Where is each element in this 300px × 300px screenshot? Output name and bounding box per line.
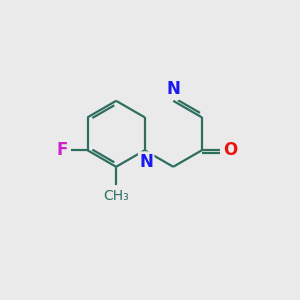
Text: N: N (139, 153, 153, 171)
Text: O: O (224, 141, 238, 159)
Text: N: N (166, 80, 180, 98)
Text: F: F (56, 141, 68, 159)
Text: CH₃: CH₃ (103, 189, 129, 202)
